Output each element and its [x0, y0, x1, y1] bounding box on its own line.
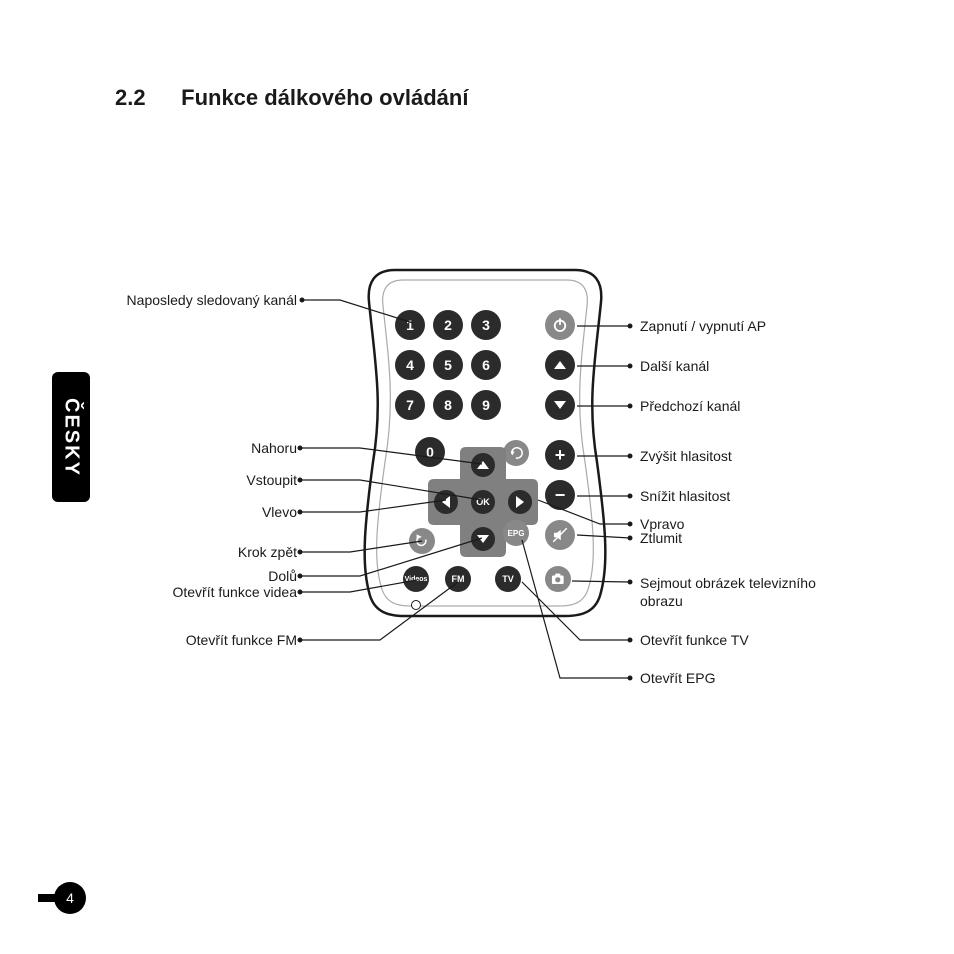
back-button [409, 528, 435, 554]
camera-icon [550, 571, 566, 587]
callout-fm: Otevřít funkce FM [112, 632, 297, 648]
dpad-down-button [471, 527, 495, 551]
ir-led-indicator [411, 600, 421, 610]
dpad-right-button [508, 490, 532, 514]
up-icon [477, 461, 489, 469]
callout-power: Zapnutí / vypnutí AP [640, 318, 766, 334]
keypad-6: 6 [471, 350, 501, 380]
fm-button: FM [445, 566, 471, 592]
minus-icon: − [555, 486, 566, 504]
left-icon [442, 496, 450, 508]
callout-prev-ch: Předchozí kanál [640, 398, 740, 414]
ok-button: OK [471, 490, 495, 514]
keypad-3: 3 [471, 310, 501, 340]
videos-button: Videos [403, 566, 429, 592]
keypad-8: 8 [433, 390, 463, 420]
callout-tv: Otevřít funkce TV [640, 632, 749, 648]
keypad-9: 9 [471, 390, 501, 420]
back-arrow-icon [414, 533, 430, 549]
language-label: ČESKY [60, 398, 83, 477]
language-tab: ČESKY [52, 372, 90, 502]
page-number: 4 [66, 890, 74, 906]
dpad-left-button [434, 490, 458, 514]
keypad-5: 5 [433, 350, 463, 380]
section-heading: 2.2 Funkce dálkového ovládání [115, 85, 468, 111]
snapshot-button [545, 566, 571, 592]
chevron-down-icon [554, 401, 566, 409]
dpad-up-button [471, 453, 495, 477]
callout-mute: Ztlumit [640, 530, 682, 546]
down-icon [477, 535, 489, 543]
callout-epg: Otevřít EPG [640, 670, 715, 686]
volume-up-button: + [545, 440, 575, 470]
callout-enter: Vstoupit [112, 472, 297, 488]
right-icon [516, 496, 524, 508]
heading-title: Funkce dálkového ovládání [181, 85, 468, 110]
tv-button: TV [495, 566, 521, 592]
keypad-2: 2 [433, 310, 463, 340]
keypad-1: 1 [395, 310, 425, 340]
channel-up-button [545, 350, 575, 380]
keypad-4: 4 [395, 350, 425, 380]
channel-down-button [545, 390, 575, 420]
keypad-7: 7 [395, 390, 425, 420]
plus-icon: + [555, 446, 566, 464]
callout-back: Krok zpět [112, 544, 297, 560]
mute-icon [551, 526, 569, 544]
callout-next-ch: Další kanál [640, 358, 709, 374]
remote-diagram: 1 2 3 4 5 6 CH 7 8 9 0 + Vol − OK EPG [355, 262, 615, 622]
volume-down-button: − [545, 480, 575, 510]
callout-video: Otevřít funkce videa [112, 584, 297, 600]
power-button [545, 310, 575, 340]
mute-button [545, 520, 575, 550]
heading-number: 2.2 [115, 85, 175, 111]
chevron-up-icon [554, 361, 566, 369]
page-number-badge: 4 [54, 882, 86, 914]
epg-button: EPG [503, 520, 529, 546]
callout-snapshot: Sejmout obrázek televizního obrazu [640, 574, 840, 610]
callout-left: Vlevo [112, 504, 297, 520]
callout-vol-down: Snížit hlasitost [640, 488, 730, 504]
callout-last-channel: Naposledy sledovaný kanál [112, 292, 297, 308]
callout-up: Nahoru [112, 440, 297, 456]
callout-vol-up: Zvýšit hlasitost [640, 448, 732, 464]
callout-down: Dolů [112, 568, 297, 584]
power-icon [551, 316, 569, 334]
